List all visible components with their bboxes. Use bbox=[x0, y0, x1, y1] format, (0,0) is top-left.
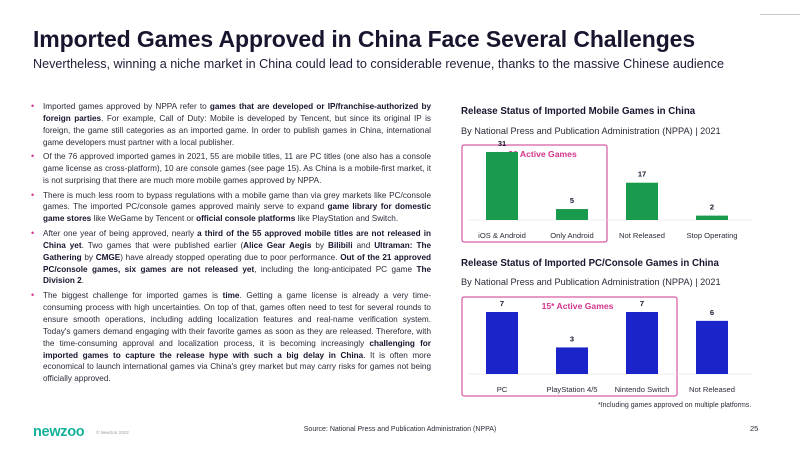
chart1-subtitle: By National Press and Publication Admini… bbox=[461, 126, 721, 136]
bullet-item: Imported games approved by NPPA refer to… bbox=[31, 101, 431, 149]
bar bbox=[486, 152, 518, 220]
category-label: Not Released bbox=[619, 231, 665, 240]
bar bbox=[696, 320, 728, 374]
active-games-label: 15* Active Games bbox=[542, 301, 614, 311]
page-number: 25 bbox=[750, 424, 759, 433]
bullet-list: Imported games approved by NPPA refer to… bbox=[31, 101, 431, 388]
bar bbox=[486, 312, 518, 374]
chart1-title: Release Status of Imported Mobile Games … bbox=[461, 106, 696, 117]
active-games-label: 36 Active Games bbox=[508, 149, 577, 159]
bullet-item: Of the 76 approved imported games in 202… bbox=[31, 151, 431, 187]
copyright-text: © Newzoo 2022 bbox=[96, 430, 129, 435]
category-label: Nintendo Switch bbox=[615, 385, 670, 394]
top-divider bbox=[760, 14, 800, 15]
page-title: Imported Games Approved in China Face Se… bbox=[33, 26, 696, 52]
active-games-highlight-box bbox=[461, 144, 608, 243]
bar-value-label: 6 bbox=[710, 308, 714, 317]
bar bbox=[626, 182, 658, 220]
chart-footnote: *Including games approved on multiple pl… bbox=[598, 402, 752, 409]
bar-value-label: 7 bbox=[500, 299, 504, 308]
chart2-title: Release Status of Imported PC/Console Ga… bbox=[461, 258, 719, 269]
bullet-item: After one year of being approved, nearly… bbox=[31, 228, 431, 288]
category-label: iOS & Android bbox=[478, 231, 526, 240]
category-label: PlayStation 4/5 bbox=[546, 385, 597, 394]
source-note: Source: National Press and Publication A… bbox=[303, 426, 497, 433]
bar bbox=[626, 312, 658, 374]
category-label: PC bbox=[497, 385, 508, 394]
bar bbox=[556, 347, 588, 374]
page-subtitle: Nevertheless, winning a niche market in … bbox=[33, 57, 724, 71]
category-label: Not Released bbox=[689, 385, 735, 394]
bar bbox=[556, 209, 588, 220]
newzoo-logo: newzoo bbox=[33, 424, 85, 440]
category-label: Stop Operating bbox=[686, 231, 737, 240]
pc-console-games-bar-chart: 15* Active Games 7 PC 3 PlayStation 4/5 7 Nint… bbox=[461, 296, 752, 397]
category-label: Only Android bbox=[550, 231, 593, 240]
bar-value-label: 2 bbox=[710, 203, 714, 212]
bar-value-label: 31 bbox=[498, 140, 506, 148]
bar-value-label: 7 bbox=[640, 299, 644, 308]
active-games-highlight-box bbox=[461, 296, 678, 397]
bullet-item: There is much less room to bypass regula… bbox=[31, 190, 431, 226]
bullet-item: The biggest challenge for imported games… bbox=[31, 290, 431, 385]
bar-value-label: 5 bbox=[570, 196, 574, 205]
bar-value-label: 17 bbox=[638, 170, 646, 179]
bar bbox=[696, 215, 728, 220]
chart2-subtitle: By National Press and Publication Admini… bbox=[461, 277, 721, 287]
bar-value-label: 3 bbox=[570, 334, 574, 343]
